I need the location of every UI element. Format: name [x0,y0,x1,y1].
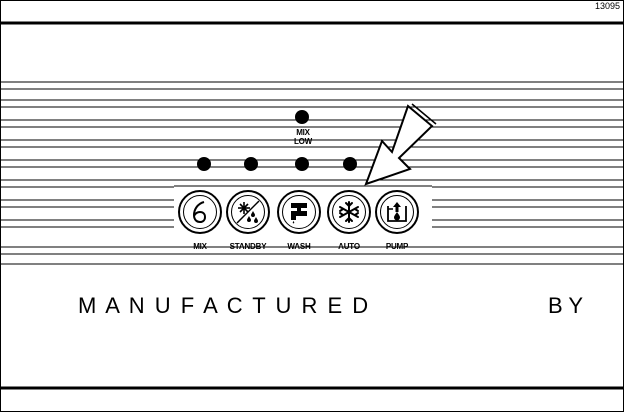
wash-icon [282,195,316,229]
mix-button[interactable] [178,190,222,234]
mix-low-label: MIX LOW [283,128,323,146]
by-text: B Y [548,293,584,318]
pump-icon [380,195,414,229]
wash-button[interactable] [277,190,321,234]
manufactured-text: M A N U F A C T U R E D [78,293,369,318]
mix-button-label: MIX [193,242,207,251]
status-light-1 [197,157,211,171]
figure-id: 13095 [594,1,620,11]
mix-label-line: MIX [296,128,310,137]
wash-button-label: WASH [287,242,311,251]
pump-button-label: PUMP [385,242,409,251]
mix-low-indicator-light [295,110,309,124]
status-light-2 [244,157,258,171]
mix-icon [183,195,217,229]
standby-button[interactable] [226,190,270,234]
low-label-line: LOW [293,137,313,146]
standby-icon [231,195,265,229]
status-light-3 [295,157,309,171]
snowflake-icon [332,195,366,229]
auto-button-label: AUTO [338,242,360,251]
pointer-arrow [364,104,434,186]
pump-button[interactable] [375,190,419,234]
standby-button-label: STANDBY [229,242,267,251]
status-light-4 [343,157,357,171]
auto-button[interactable] [327,190,371,234]
